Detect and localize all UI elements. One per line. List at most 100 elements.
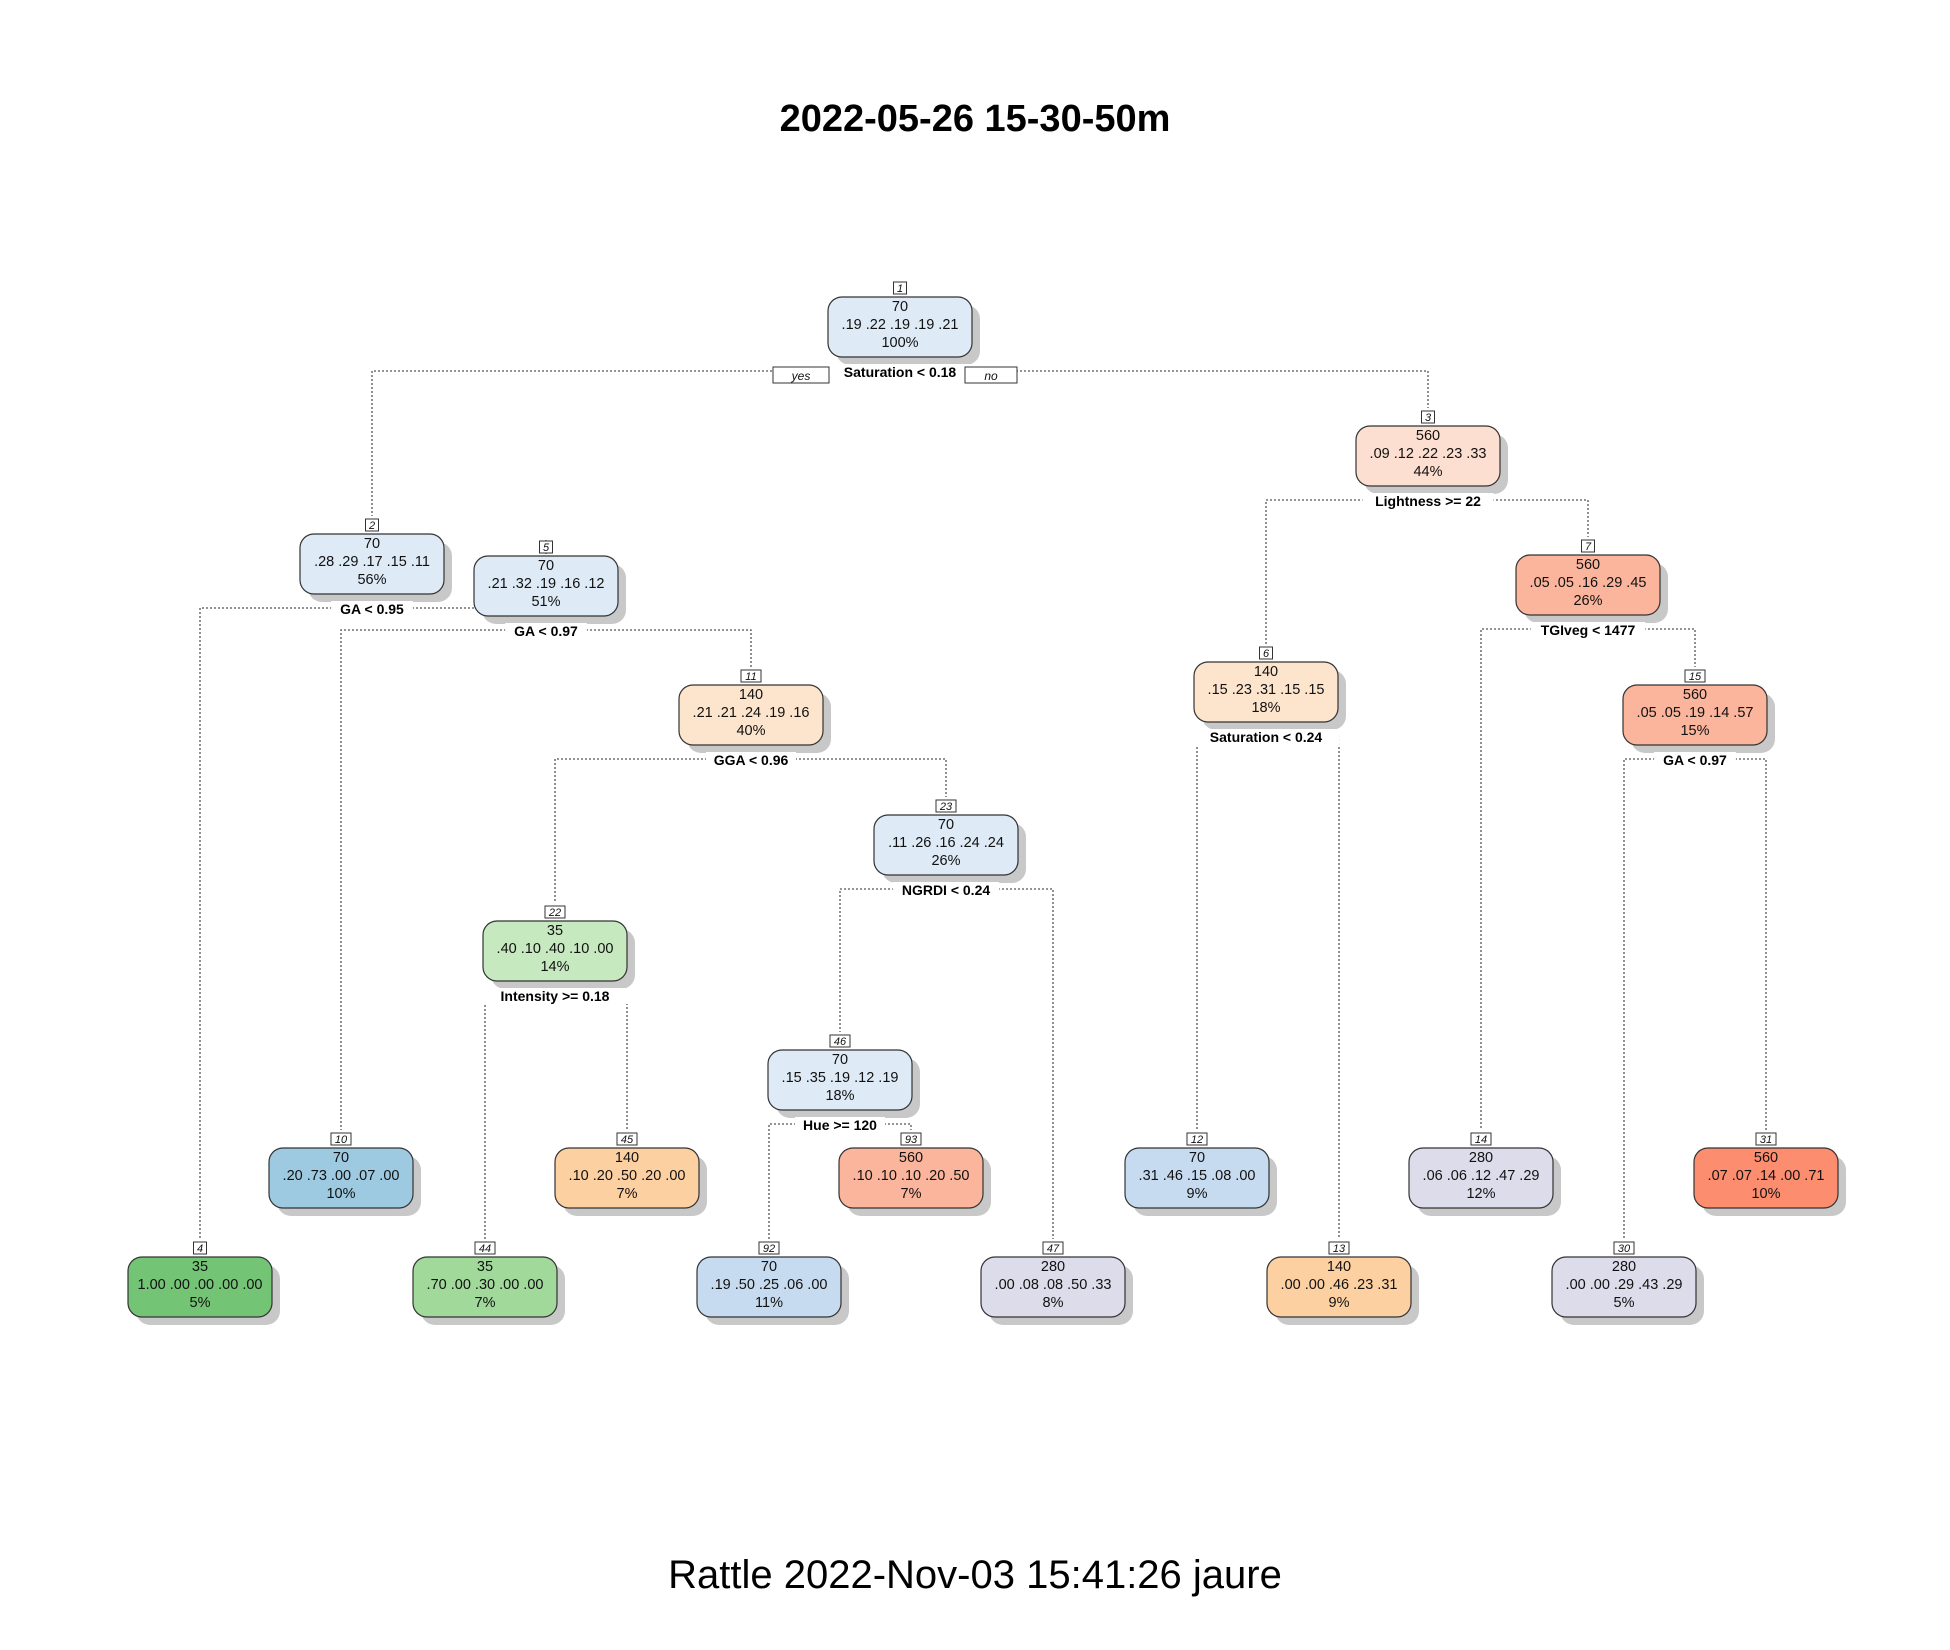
node-id: 4 xyxy=(197,1243,203,1255)
node-box xyxy=(827,296,973,358)
node-pct: 100% xyxy=(881,335,918,351)
node-id-box xyxy=(193,1241,207,1255)
edge-46-92 xyxy=(768,1123,840,1239)
node-id: 14 xyxy=(1475,1134,1487,1146)
node-class: 70 xyxy=(1189,1150,1205,1166)
node-probs: .10 .20 .50 .20 .00 xyxy=(569,1168,686,1184)
split-labels: Saturation < 0.18 yes no GA < 0.95 Lightness… xyxy=(331,364,1736,1133)
edge-6-13 xyxy=(1266,735,1340,1239)
node-box xyxy=(1124,1147,1270,1209)
node-probs: .10 .10 .10 .20 .50 xyxy=(853,1168,970,1184)
node-class: 70 xyxy=(538,558,554,574)
node-id-box xyxy=(893,281,907,295)
node-id: 47 xyxy=(1047,1243,1060,1255)
tree-node-3: 560 .09 .12 .22 .23 .33 44% 3 xyxy=(1355,410,1508,494)
tree-node-30: 280 .00 .00 .29 .43 .29 5% 30 xyxy=(1551,1241,1704,1325)
tree-node-45: 140 .10 .20 .50 .20 .00 7% 45 xyxy=(554,1132,707,1216)
tree-node-93: 560 .10 .10 .10 .20 .50 7% 93 xyxy=(838,1132,991,1216)
node-box xyxy=(412,1256,558,1318)
node-id-box xyxy=(1755,1132,1777,1146)
node-pct: 10% xyxy=(326,1186,355,1202)
tree-node-4: 35 1.00 .00 .00 .00 .00 5% 4 xyxy=(127,1241,280,1325)
node-probs: .05 .05 .19 .14 .57 xyxy=(1637,705,1754,721)
node-id: 92 xyxy=(763,1243,775,1255)
split-bg xyxy=(1192,729,1340,745)
node-probs: .00 .00 .29 .43 .29 xyxy=(1566,1277,1683,1293)
node-pct: 5% xyxy=(1614,1295,1635,1311)
tree-node-47: 280 .00 .08 .08 .50 .33 8% 47 xyxy=(980,1241,1133,1325)
node-pct: 26% xyxy=(931,853,960,869)
node-id-box xyxy=(1042,1241,1064,1255)
node-box xyxy=(1408,1147,1554,1209)
edge-6-12 xyxy=(1196,735,1266,1130)
node-box xyxy=(1193,661,1339,723)
node-pct: 18% xyxy=(825,1088,854,1104)
node-probs: .09 .12 .22 .23 .33 xyxy=(1370,446,1487,462)
tree-edges xyxy=(199,370,1767,1239)
tree-node-6: 140 .15 .23 .31 .15 .15 18% 6 xyxy=(1193,646,1346,730)
tree-node-5: 70 .21 .32 .19 .16 .12 51% 5 xyxy=(473,540,626,624)
edge-15-31 xyxy=(1695,758,1767,1130)
node-probs: 1.00 .00 .00 .00 .00 xyxy=(138,1277,263,1293)
node-class: 140 xyxy=(615,1150,639,1166)
split-bg xyxy=(795,1117,885,1133)
node-id: 93 xyxy=(905,1134,918,1146)
split-bg xyxy=(1362,493,1494,509)
node-pct: 56% xyxy=(357,572,386,588)
node-id: 31 xyxy=(1760,1134,1772,1146)
split-label-2: GA < 0.95 xyxy=(340,601,404,617)
node-class: 280 xyxy=(1041,1259,1065,1275)
node-probs: .31 .46 .15 .08 .00 xyxy=(1139,1168,1256,1184)
node-class: 560 xyxy=(1683,687,1707,703)
node-probs: .21 .21 .24 .19 .16 xyxy=(693,705,810,721)
node-class: 35 xyxy=(477,1259,493,1275)
node-class: 35 xyxy=(192,1259,208,1275)
split-bg xyxy=(892,882,1000,898)
node-pct: 51% xyxy=(531,594,560,610)
node-class: 70 xyxy=(892,299,908,315)
split-label-1: Saturation < 0.18 xyxy=(844,364,957,380)
node-id-box xyxy=(1421,410,1435,424)
node-pct: 10% xyxy=(1751,1186,1780,1202)
node-pct: 15% xyxy=(1680,723,1709,739)
tree-node-15: 560 .05 .05 .19 .14 .57 15% 15 xyxy=(1622,669,1775,753)
node-probs: .06 .06 .12 .47 .29 xyxy=(1423,1168,1540,1184)
node-class: 560 xyxy=(1416,428,1440,444)
node-id-box xyxy=(330,1132,352,1146)
node-id: 3 xyxy=(1425,412,1432,424)
node-class: 35 xyxy=(547,923,563,939)
node-pct: 14% xyxy=(540,959,569,975)
node-id-box xyxy=(1581,539,1595,553)
edge-1-2 xyxy=(371,370,900,516)
node-class: 560 xyxy=(899,1150,923,1166)
node-class: 560 xyxy=(1576,557,1600,573)
edge-7-14 xyxy=(1480,628,1588,1130)
edge-2-4 xyxy=(199,607,372,1239)
node-probs: .40 .10 .40 .10 .00 xyxy=(497,941,614,957)
node-id-box xyxy=(758,1241,780,1255)
node-pct: 7% xyxy=(901,1186,922,1202)
node-id: 2 xyxy=(368,520,375,532)
node-id: 7 xyxy=(1585,541,1592,553)
split-bg xyxy=(331,601,413,617)
node-id: 45 xyxy=(621,1134,634,1146)
node-pct: 44% xyxy=(1413,464,1442,480)
node-id-box xyxy=(474,1241,496,1255)
edge-1-3 xyxy=(900,370,1429,408)
node-id-box xyxy=(935,799,957,813)
node-probs: .28 .29 .17 .15 .11 xyxy=(314,554,430,570)
node-id: 44 xyxy=(479,1243,491,1255)
node-class: 70 xyxy=(761,1259,777,1275)
node-probs: .00 .08 .08 .50 .33 xyxy=(995,1277,1112,1293)
node-pct: 11% xyxy=(755,1295,783,1311)
split-label-11: GGA < 0.96 xyxy=(714,752,789,768)
tree-node-14: 280 .06 .06 .12 .47 .29 12% 14 xyxy=(1408,1132,1561,1216)
tree-node-11: 140 .21 .21 .24 .19 .16 40% 11 xyxy=(678,669,831,753)
node-id: 1 xyxy=(897,283,903,295)
node-box xyxy=(1693,1147,1839,1209)
node-id-box xyxy=(1186,1132,1208,1146)
tree-node-1: 70 .19 .22 .19 .19 .21 100% 1 xyxy=(827,281,980,365)
node-pct: 12% xyxy=(1466,1186,1495,1202)
no-box xyxy=(964,366,1018,384)
node-id-box xyxy=(740,669,762,683)
